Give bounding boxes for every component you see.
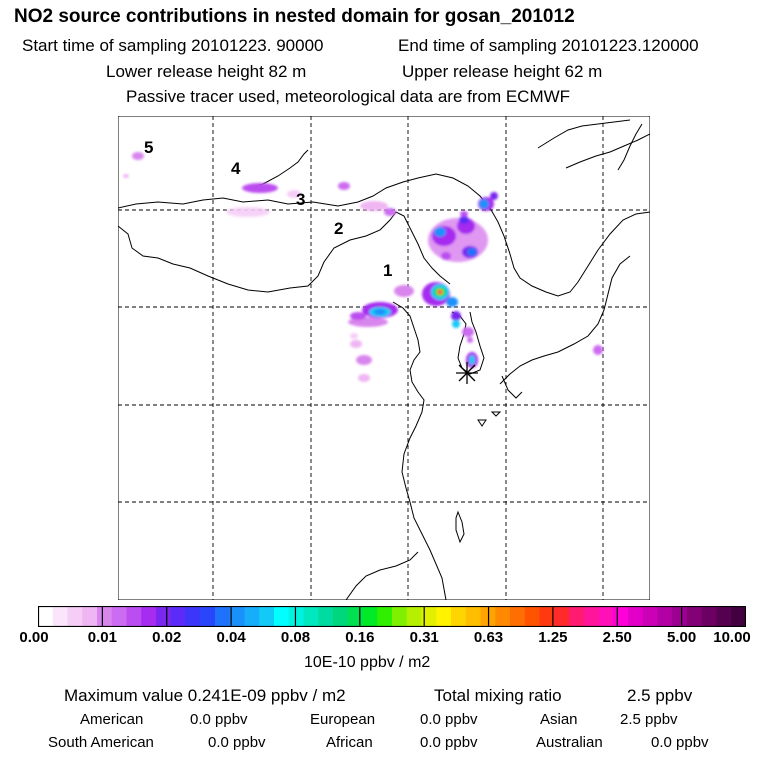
color-scale-cell	[569, 606, 585, 627]
color-scale-cell	[347, 606, 364, 627]
color-scale-cell	[672, 606, 688, 627]
color-scale-cell	[687, 606, 703, 627]
african-label: African	[326, 734, 373, 751]
region-label-4: 4	[231, 159, 241, 178]
color-scale-cell	[82, 606, 98, 627]
color-scale-cell	[731, 606, 746, 627]
color-scale-cell	[141, 606, 157, 627]
color-scale-cell	[554, 606, 570, 627]
color-scale-cell	[598, 606, 614, 627]
european-value: 0.0 ppbv	[420, 711, 478, 728]
color-scale-cell	[583, 606, 600, 627]
color-scale-cell	[259, 606, 275, 627]
american-value: 0.0 ppbv	[190, 711, 248, 728]
color-scale-cell	[170, 606, 187, 627]
color-scale-cell	[303, 606, 319, 627]
color-scale-cell	[185, 606, 201, 627]
color-scale-cell	[97, 606, 113, 627]
region-label-2: 2	[334, 219, 344, 238]
australian-label: Australian	[536, 734, 603, 751]
color-scale-cell	[510, 606, 526, 627]
color-scale-tick-label: 1.25	[538, 629, 568, 646]
color-scale-cell	[628, 606, 644, 627]
color-scale-cell	[495, 606, 511, 627]
color-scale-cell	[392, 606, 408, 627]
color-scale-cell	[716, 606, 732, 627]
color-scale-cell	[333, 606, 349, 627]
color-scale-cell	[67, 606, 83, 627]
color-scale-tick-label: 0.04	[216, 629, 246, 646]
color-scale-tick-label: 5.00	[667, 629, 697, 646]
color-scale-tick-label: 0.31	[409, 629, 439, 646]
color-scale-cell	[642, 606, 659, 627]
color-scale-cell	[465, 606, 482, 627]
total-mixing-ratio-label: Total mixing ratio	[434, 686, 562, 705]
color-scale-cell	[126, 606, 142, 627]
tracer-note: Passive tracer used, meteorological data…	[126, 87, 571, 106]
map-frame	[118, 116, 650, 600]
south-american-label: South American	[48, 734, 154, 751]
australian-value: 0.0 ppbv	[651, 734, 709, 751]
color-scale-cell	[701, 606, 718, 627]
color-scale-cell	[377, 606, 393, 627]
color-scale-bar	[38, 606, 746, 627]
color-scale-cell	[111, 606, 128, 627]
region-label-5: 5	[144, 138, 154, 157]
color-scale-unit: 10E-10 ppbv / m2	[304, 654, 431, 671]
maximum-value-label: Maximum value 0.241E-09 ppbv / m2	[64, 686, 346, 705]
color-scale-cell	[362, 606, 378, 627]
color-scale-cell	[215, 606, 231, 627]
figure-title: NO2 source contributions in nested domai…	[14, 6, 575, 27]
color-scale-cell	[436, 606, 452, 627]
color-scale-tick-label: 2.50	[602, 629, 632, 646]
color-scale-cell	[539, 606, 555, 627]
upper-release-height: Upper release height 62 m	[402, 62, 603, 81]
color-scale-cell	[524, 606, 541, 627]
asian-label: Asian	[540, 711, 578, 728]
color-scale-cell	[274, 606, 290, 627]
color-scale-tick-label: 0.08	[280, 629, 311, 646]
african-value: 0.0 ppbv	[420, 734, 478, 751]
lower-release-height: Lower release height 82 m	[106, 62, 307, 81]
color-scale-cell	[229, 606, 246, 627]
color-scale-cell	[200, 606, 216, 627]
color-scale-cell	[244, 606, 260, 627]
color-scale-tick-label: 0.00	[19, 629, 49, 646]
color-scale-cell	[156, 606, 172, 627]
color-scale-tick-label: 0.16	[345, 629, 375, 646]
american-label: American	[80, 711, 144, 728]
color-scale-tick-label: 0.01	[87, 629, 117, 646]
south-american-value: 0.0 ppbv	[208, 734, 266, 751]
total-mixing-ratio-value: 2.5 ppbv	[627, 686, 693, 705]
color-scale-tick-label: 0.02	[152, 629, 182, 646]
color-scale-cell	[52, 606, 69, 627]
source-contribution-map	[118, 116, 650, 600]
color-scale-cell	[318, 606, 334, 627]
start-time-label: Start time of sampling 20101223. 90000	[22, 36, 324, 55]
color-scale-cell	[657, 606, 673, 627]
color-scale-tick-label: 0.63	[473, 629, 504, 646]
asian-value: 2.5 ppbv	[620, 711, 678, 728]
region-label-1: 1	[383, 261, 393, 280]
european-label: European	[310, 711, 376, 728]
color-scale-cell	[38, 606, 54, 627]
color-scale-cell	[406, 606, 423, 627]
receptor-asterisk-icon	[456, 362, 478, 384]
color-scale-cell	[451, 606, 467, 627]
region-label-3: 3	[296, 190, 306, 209]
color-scale-cell	[613, 606, 629, 627]
color-scale-cell	[288, 606, 305, 627]
end-time-label: End time of sampling 20101223.120000	[398, 36, 699, 55]
contribution-field	[123, 152, 603, 382]
color-scale-cell	[421, 606, 437, 627]
color-scale-tick-label: 10.00	[713, 629, 751, 646]
